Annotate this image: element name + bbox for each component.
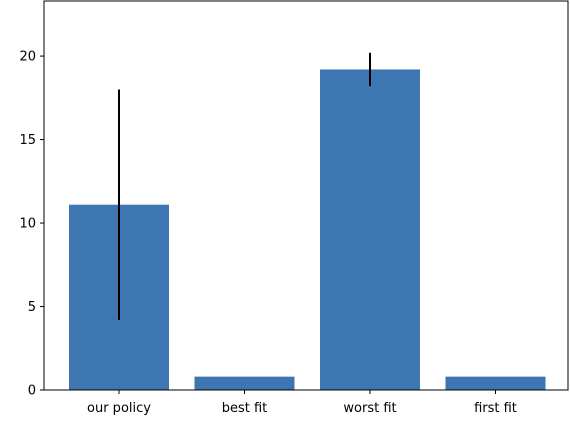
y-tick-label-3: 15 (19, 133, 36, 148)
y-tick-label-4: 20 (19, 50, 36, 65)
x-axis: our policy best fit worst fit first fit (87, 390, 517, 416)
error-bars-layer (118, 52, 371, 320)
bar-1 (194, 376, 295, 390)
plot-frame (43, 0, 569, 391)
y-axis: 0 5 10 15 20 (19, 50, 44, 399)
y-tick-label-0: 0 (28, 384, 36, 399)
x-tick-label-3: first fit (474, 401, 517, 416)
x-tick-label-1: best fit (222, 401, 268, 416)
x-tick-label-2: worst fit (343, 401, 396, 416)
y-tick-label-1: 5 (28, 300, 36, 315)
bars-layer (69, 69, 546, 390)
y-tick-label-2: 10 (19, 217, 36, 232)
bar-3 (445, 376, 546, 390)
x-tick-label-0: our policy (87, 401, 151, 416)
bar-2 (320, 69, 420, 390)
